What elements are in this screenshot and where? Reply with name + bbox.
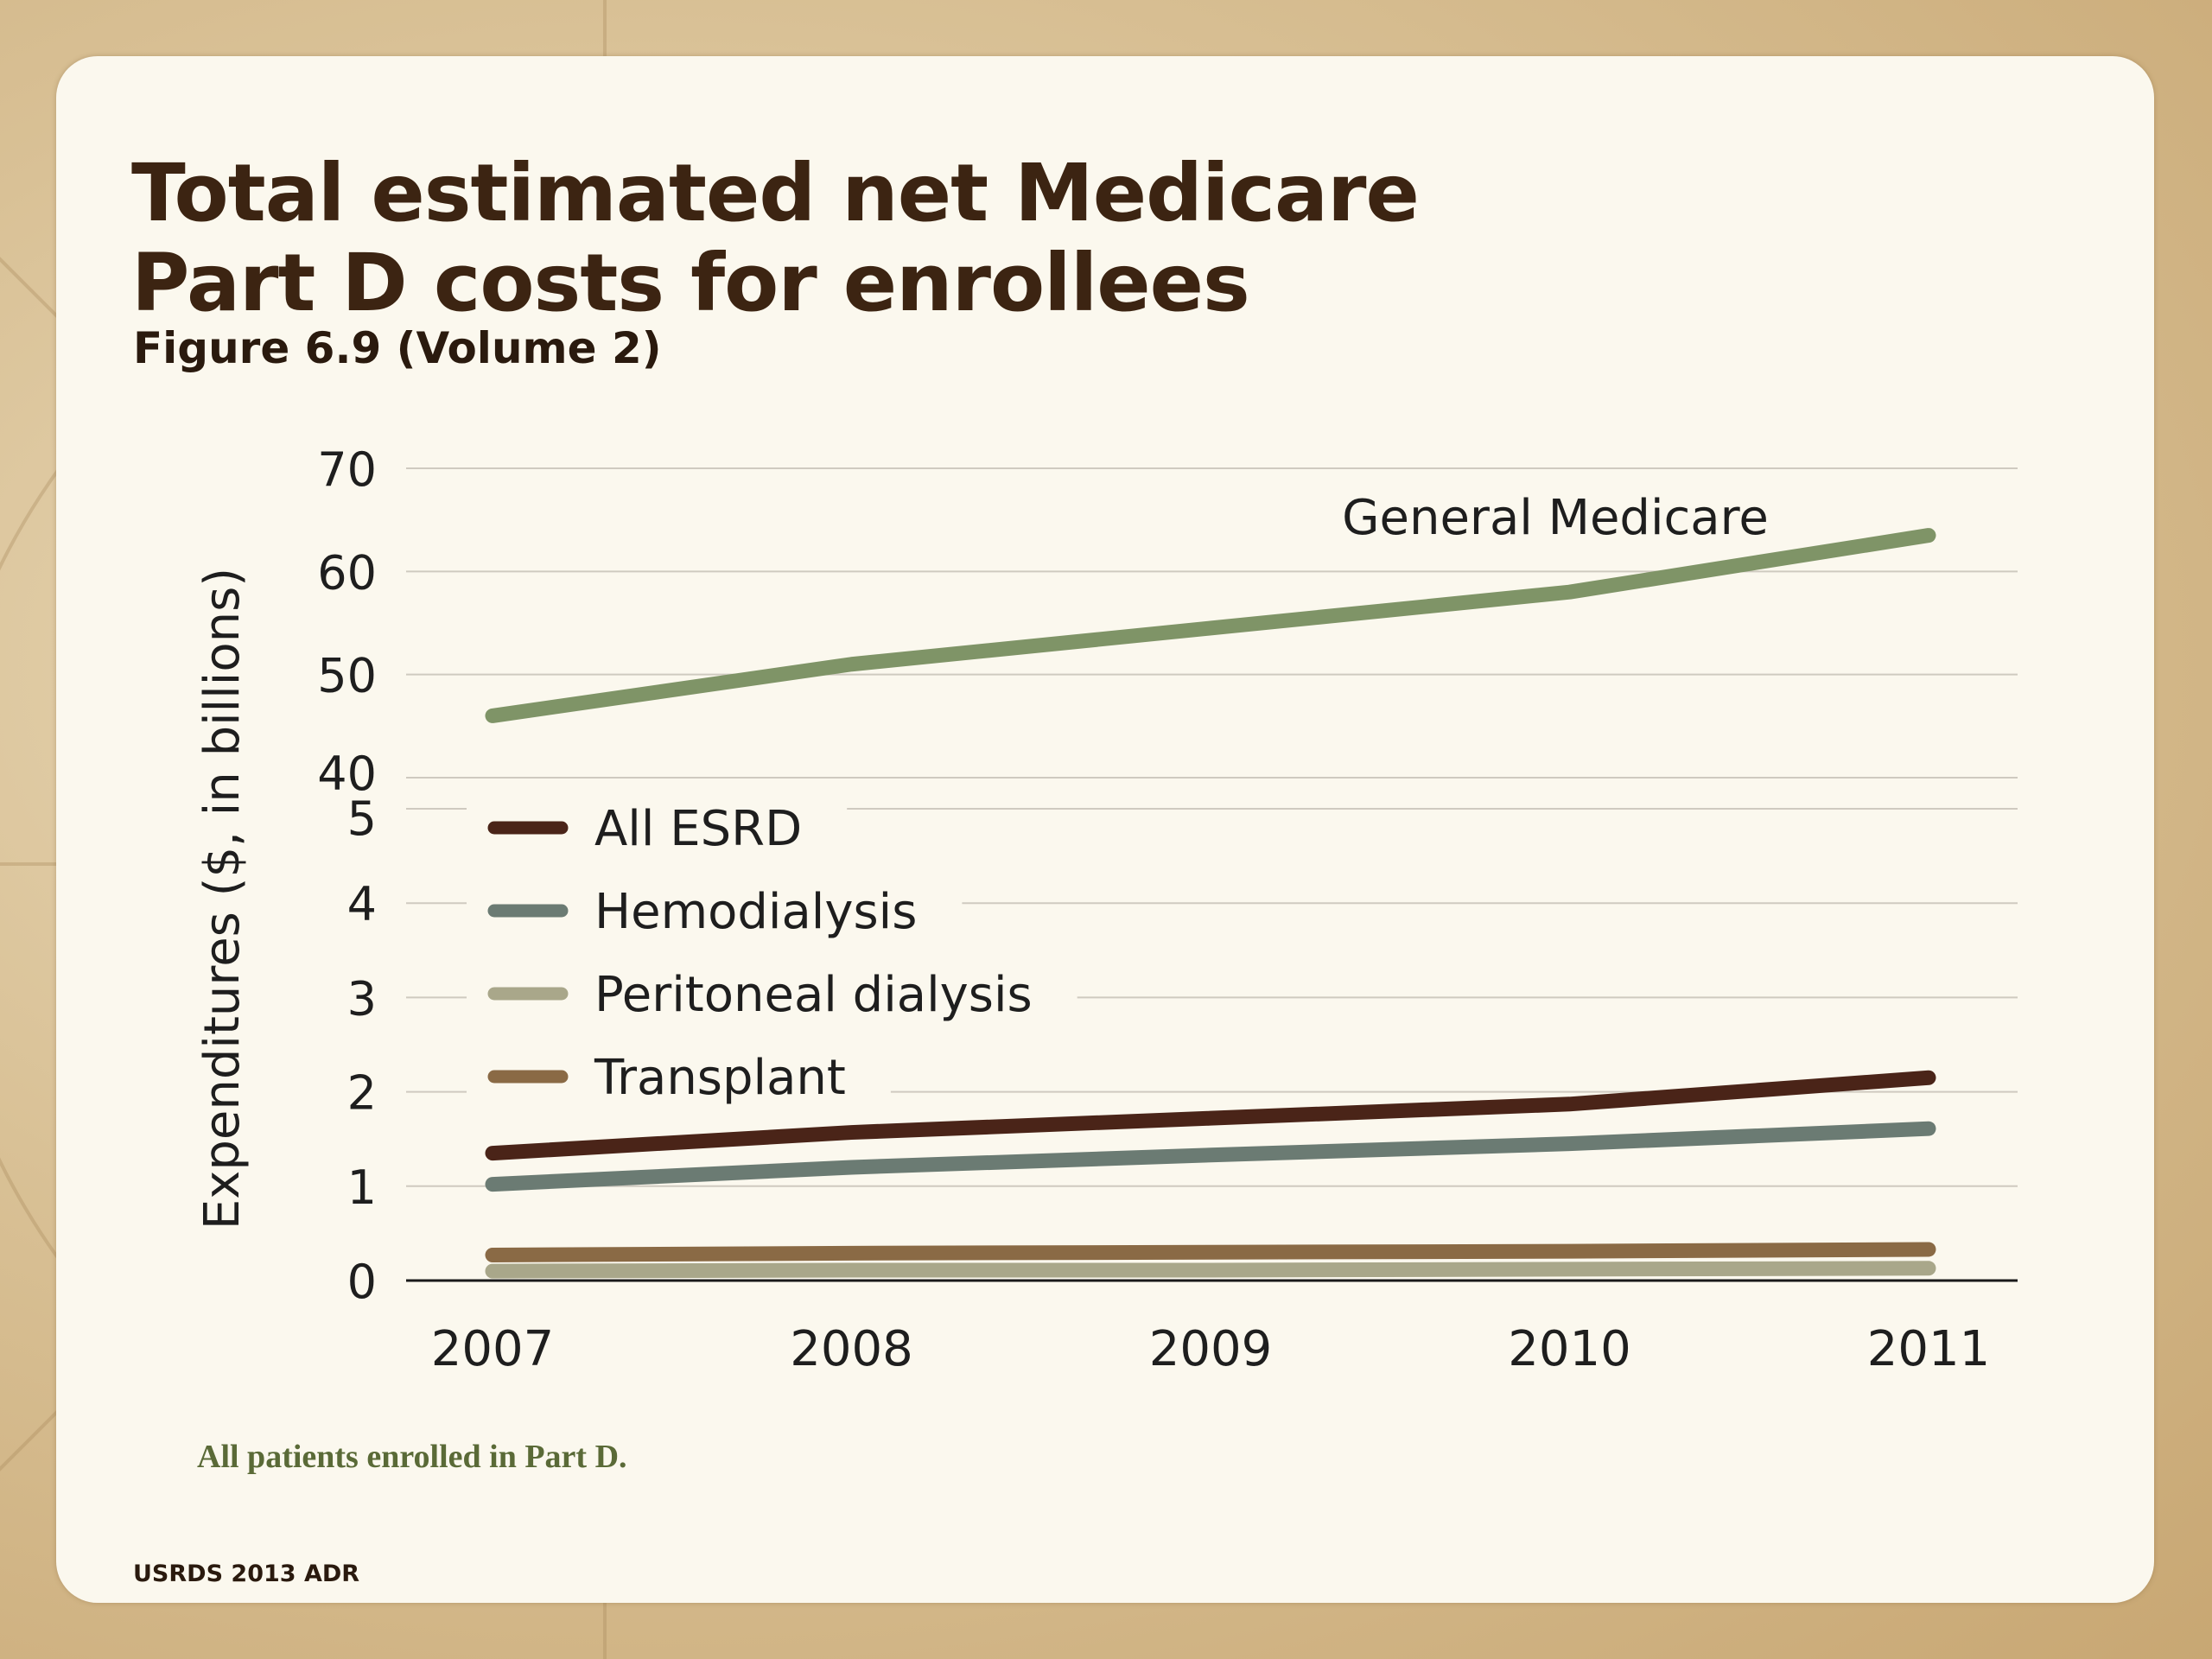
upper-gridlines [406,467,2018,779]
y-tick-label: 50 [317,649,377,703]
y-tick-label: 60 [317,545,377,600]
title-line-1: Total estimated net Medicare [131,147,1420,239]
y-tick-label: 40 [317,747,377,801]
series-label-general-medicare: General Medicare [1342,490,1769,546]
y-axis-label: Expenditures ($, in billions) [194,568,251,1230]
legend-label: Peritoneal dialysis [594,967,1033,1023]
source-credit: USRDS 2013 ADR [133,1560,360,1587]
y-tick-label: 0 [347,1255,377,1309]
y-tick-label: 1 [347,1160,377,1215]
y-tick-label: 5 [347,791,377,846]
series-line-all-esrd [485,1070,1936,1161]
y-tick-label: 70 [317,442,377,497]
y-tick-label: 4 [347,877,377,931]
legend-label: Transplant [594,1050,846,1106]
legend-backdrop [467,952,1077,1035]
series-line-transplant [485,1242,1936,1263]
x-tick-label: 2009 [1149,1321,1273,1377]
footnote: All patients enrolled in Part D. [197,1439,627,1475]
x-tick-label: 2008 [790,1321,913,1377]
y-tick-labels: 70 60 50 405 4 3 2 1 0 [317,442,377,1309]
x-tick-labels: 2007 2008 2009 2010 2011 [431,1321,1991,1377]
y-tick-label: 2 [347,1066,377,1121]
y-tick-label: 3 [347,971,377,1026]
series-line-peritoneal-dialysis [485,1261,1936,1279]
x-tick-label: 2010 [1508,1321,1631,1377]
figure-subtitle: Figure 6.9 (Volume 2) [133,323,662,373]
legend-label: Hemodialysis [594,884,917,940]
title-line-2: Part D costs for enrollees [131,237,1250,329]
legend: All ESRD Hemodialysis Peritoneal dialysis T… [467,786,1077,1118]
series-line-general-medicare [485,528,1936,723]
x-tick-label: 2011 [1867,1321,1991,1377]
series-line-hemodialysis [485,1121,1936,1192]
series-lines [485,528,1936,1279]
slide-panel [56,56,2154,1603]
legend-label: All ESRD [594,801,802,857]
x-tick-label: 2007 [431,1321,555,1377]
slide-title: Total estimated net Medicare Part D cost… [131,147,1420,329]
